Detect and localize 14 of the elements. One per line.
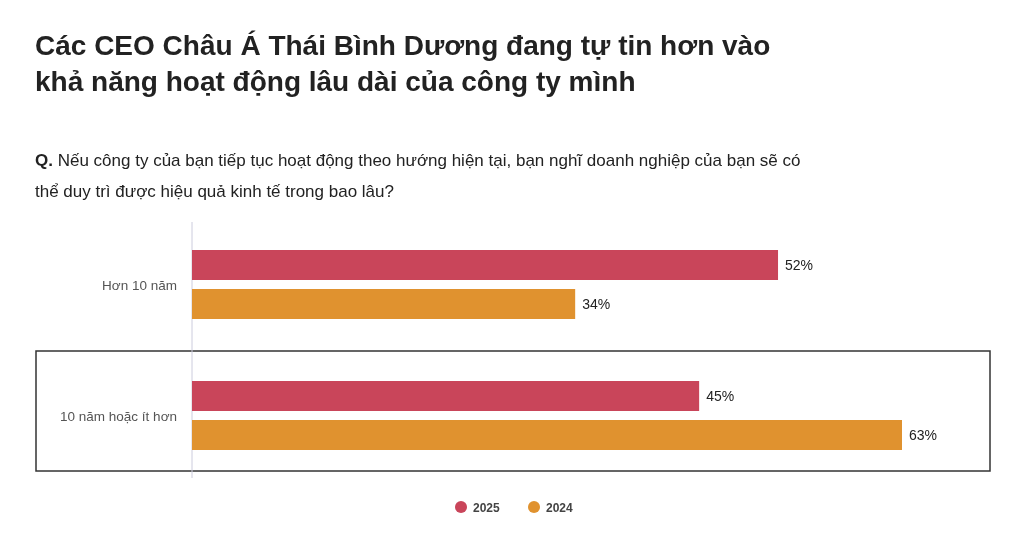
chart-title: Các CEO Châu Á Thái Bình Dương đang tự tin hơn vào khả năng hoạt động lâu dài của công ty mình: [35, 30, 771, 97]
legend-label: 2024: [546, 500, 574, 515]
data-label: 45%: [706, 388, 735, 404]
data-label: 63%: [909, 427, 938, 443]
bar: [192, 381, 700, 411]
data-label: 52%: [785, 257, 814, 273]
bar: [192, 420, 902, 450]
data-label: 34%: [582, 296, 611, 312]
y-tick-label: 10 năm hoặc ít hơn: [60, 408, 177, 424]
bar: [192, 250, 779, 280]
bar: [192, 289, 576, 319]
chart-subtitle: Q. Nếu công ty của bạn tiếp tục hoạt động theo hướng hiện tại, bạn nghĩ doanh nghiệp của bạn sẽ có thể duy trì được hiệu quả kinh tế trong bao lâu?: [35, 151, 801, 201]
y-tick-label: Hơn 10 năm: [102, 277, 177, 293]
legend-label: 2025: [473, 500, 501, 515]
